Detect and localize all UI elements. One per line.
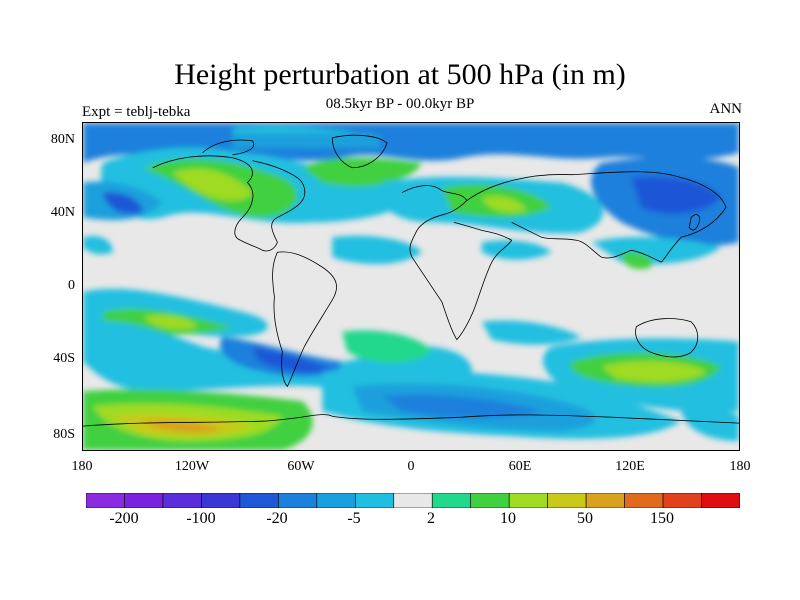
experiment-label: Expt = teblj-tebka (82, 104, 191, 120)
colorbar-swatch (354, 493, 395, 508)
lon-label-120w: 120W (174, 459, 210, 474)
colorbar-label-neg20: -20 (266, 510, 288, 527)
colorbar-swatch (162, 493, 202, 508)
colorbar-swatch (278, 493, 318, 508)
colorbar-swatch (393, 493, 433, 508)
colorbar-swatch (470, 493, 510, 508)
map-subtitle: 08.5kyr BP - 00.0kyr BP (325, 96, 475, 112)
lat-label-40n: 40N (50, 205, 75, 220)
period-label: ANN (709, 101, 743, 117)
colorbar-swatch (316, 493, 356, 508)
lat-label-40s: 40S (53, 351, 75, 366)
colorbar-label-neg200: -200 (109, 510, 139, 527)
colorbar-swatch (86, 493, 125, 508)
colorbar-label-50: 50 (577, 510, 593, 527)
colorbar-swatch (701, 493, 740, 508)
lat-label-80n: 80N (50, 132, 75, 147)
colorbar-swatch (624, 493, 664, 508)
lat-label-0: 0 (68, 278, 75, 293)
coastlines (83, 134, 739, 427)
colorbar-swatch (547, 493, 587, 508)
colorbar-swatch (201, 493, 241, 508)
colorbar-label-2: 2 (427, 510, 435, 527)
lon-label-180w: 180 (71, 459, 93, 474)
colorbar-label-neg100: -100 (186, 510, 216, 527)
lat-label-80s: 80S (53, 427, 75, 442)
colorbar-swatch (431, 493, 472, 508)
lon-label-120e: 120E (615, 459, 645, 474)
lon-label-60w: 60W (287, 459, 315, 474)
colorbar-label-neg5: -5 (347, 510, 361, 527)
height-perturbation-map (82, 122, 740, 451)
colorbar-label-150: 150 (650, 510, 674, 527)
colorbar-swatch (124, 493, 164, 508)
colorbar-label-10: 10 (500, 510, 516, 527)
lon-label-60e: 60E (508, 459, 532, 474)
colorbar-swatch (239, 493, 279, 508)
colorbar-swatch (508, 493, 548, 508)
contour-fields (83, 123, 739, 450)
lon-label-180e: 180 (729, 459, 751, 474)
colorbar (86, 493, 740, 508)
colorbar-swatch (662, 493, 702, 508)
lon-label-0: 0 (407, 459, 415, 474)
map-title: Height perturbation at 500 hPa (in m) (174, 58, 626, 91)
colorbar-swatch (585, 493, 625, 508)
